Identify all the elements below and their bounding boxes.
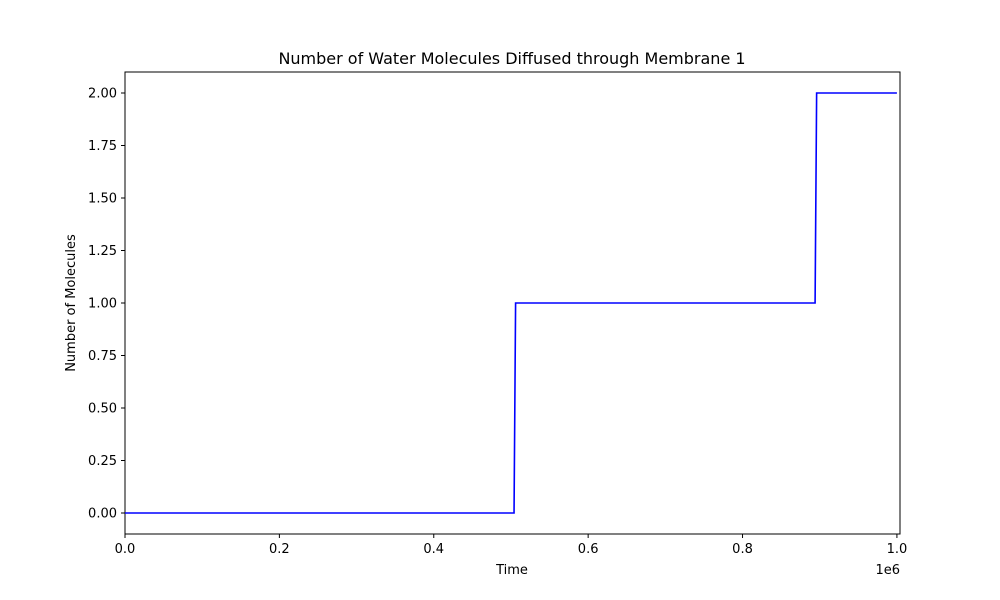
x-axis-scale-label: 1e6 [875, 563, 900, 578]
y-tick-label: 0.25 [88, 454, 117, 469]
series-layer [125, 92, 897, 514]
x-tick-label: 0.2 [269, 542, 290, 557]
x-tick-label: 1.0 [887, 542, 908, 557]
chart-title: Number of Water Molecules Diffused throu… [278, 49, 745, 68]
y-tick-label: 1.00 [88, 297, 117, 312]
y-axis-label: Number of Molecules [64, 234, 79, 372]
x-axis-label: Time [495, 563, 528, 578]
x-tick-label: 0.6 [578, 542, 599, 557]
x-tick-label: 0.0 [115, 542, 136, 557]
y-tick-label: 0.75 [88, 349, 117, 364]
plot-area [124, 71, 901, 535]
x-tick-label: 0.4 [423, 542, 444, 557]
x-tick-label: 0.8 [732, 542, 753, 557]
y-tick-label: 1.25 [88, 244, 117, 259]
y-axis: 0.00 0.25 0.50 0.75 1.00 1.25 1.50 1.75 2.00 [88, 87, 125, 522]
series-line [125, 92, 897, 514]
y-tick-label: 1.50 [88, 192, 117, 207]
y-tick-label: 2.00 [88, 87, 117, 102]
y-tick-label: 0.00 [88, 507, 117, 522]
y-tick-label: 1.75 [88, 139, 117, 154]
y-tick-label: 0.50 [88, 402, 117, 417]
x-axis: 0.0 0.2 0.4 0.6 0.8 1.0 [115, 534, 908, 557]
